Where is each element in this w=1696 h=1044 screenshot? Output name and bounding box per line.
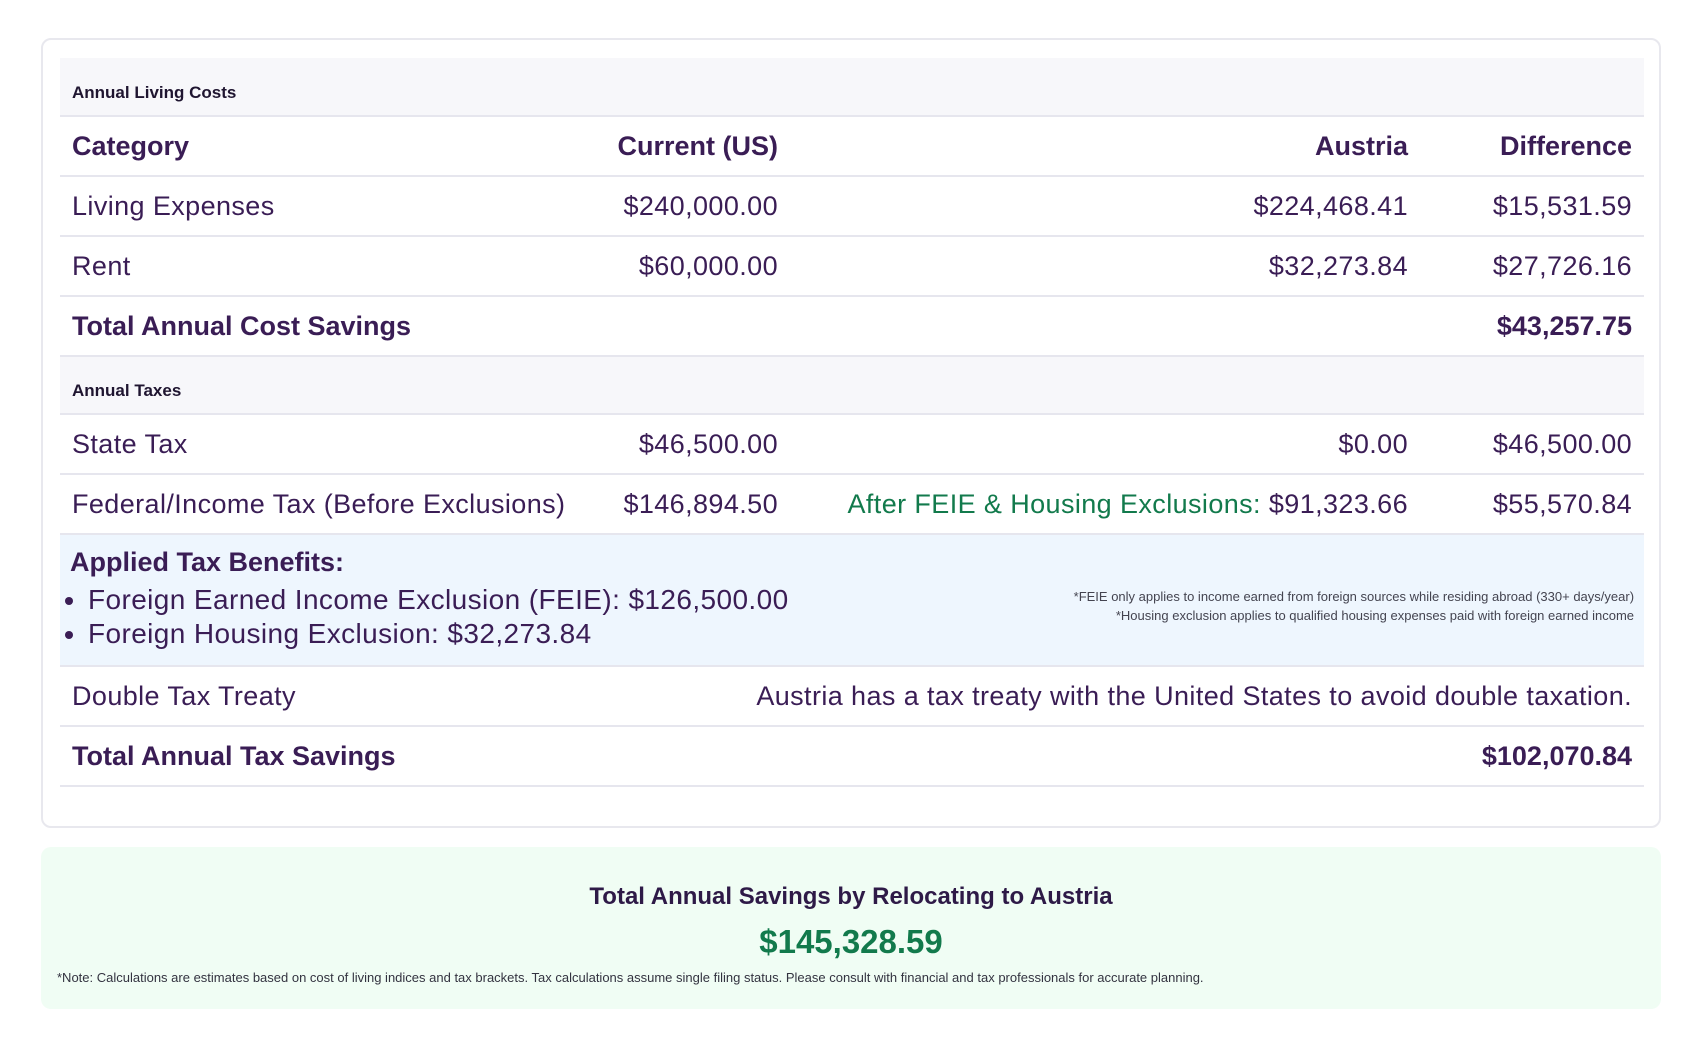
row-difference: $55,570.84 <box>1420 474 1645 535</box>
total-cost-savings-label: Total Annual Cost Savings <box>60 296 1420 357</box>
row-austria: $32,273.84 <box>790 236 1420 297</box>
list-item: Foreign Housing Exclusion: $32,273.84 <box>88 617 789 651</box>
comparison-table: Annual Living Costs Category Current (US… <box>60 58 1645 787</box>
tax-benefits-list: Foreign Earned Income Exclusion (FEIE): … <box>60 583 789 651</box>
row-difference: $15,531.59 <box>1420 176 1645 237</box>
total-tax-savings-label: Total Annual Tax Savings <box>60 726 1420 787</box>
row-austria: $224,468.41 <box>790 176 1420 237</box>
column-header-current: Current (US) <box>590 116 790 177</box>
row-current: $146,894.50 <box>590 474 790 535</box>
row-austria: $0.00 <box>790 414 1420 475</box>
total-tax-savings-row: Total Annual Tax Savings $102,070.84 <box>60 726 1645 787</box>
after-exclusions-label: After FEIE & Housing Exclusions: <box>847 488 1261 519</box>
row-category: Living Expenses <box>60 176 590 237</box>
disclaimer-note: *Note: Calculations are estimates based … <box>57 970 1204 985</box>
table-row: Rent $60,000.00 $32,273.84 $27,726.16 <box>60 236 1645 297</box>
row-category: Rent <box>60 236 590 297</box>
table-row: Federal/Income Tax (Before Exclusions) $… <box>60 474 1645 535</box>
tax-benefits-notes: *FEIE only applies to income earned from… <box>1074 587 1634 625</box>
list-item: Foreign Earned Income Exclusion (FEIE): … <box>88 583 789 617</box>
section-header-living-costs: Annual Living Costs <box>60 58 1645 117</box>
summary-title: Total Annual Savings by Relocating to Au… <box>589 883 1113 910</box>
table-header-row: Category Current (US) Austria Difference <box>60 116 1645 177</box>
row-current: $60,000.00 <box>590 236 790 297</box>
row-category: Double Tax Treaty <box>60 666 590 727</box>
after-exclusions-value: $91,323.66 <box>1268 488 1408 519</box>
housing-note: *Housing exclusion applies to qualified … <box>1115 608 1635 623</box>
table-row: Living Expenses $240,000.00 $224,468.41 … <box>60 176 1645 237</box>
tax-benefits-panel: Applied Tax Benefits: Foreign Earned Inc… <box>60 535 1644 664</box>
feie-note: *FEIE only applies to income earned from… <box>1073 589 1635 604</box>
section-header-taxes: Annual Taxes <box>60 356 1645 415</box>
column-header-difference: Difference <box>1420 116 1645 177</box>
total-cost-savings-value: $43,257.75 <box>1420 296 1645 357</box>
row-austria-after-exclusions: After FEIE & Housing Exclusions: $91,323… <box>790 474 1420 535</box>
row-current: $46,500.00 <box>590 414 790 475</box>
column-header-category: Category <box>60 116 590 177</box>
tax-benefits-cell: Applied Tax Benefits: Foreign Earned Inc… <box>60 534 1645 667</box>
section-title: Annual Taxes <box>60 356 1645 415</box>
row-current: $240,000.00 <box>590 176 790 237</box>
row-difference: $27,726.16 <box>1420 236 1645 297</box>
total-cost-savings-row: Total Annual Cost Savings $43,257.75 <box>60 296 1645 357</box>
table-row: Double Tax Treaty Austria has a tax trea… <box>60 666 1645 727</box>
summary-total-value: $145,328.59 <box>759 923 943 960</box>
treaty-description: Austria has a tax treaty with the United… <box>590 666 1645 727</box>
tax-benefits-row: Applied Tax Benefits: Foreign Earned Inc… <box>60 534 1645 667</box>
section-title: Annual Living Costs <box>60 58 1645 117</box>
row-category: State Tax <box>60 414 590 475</box>
table-row: State Tax $46,500.00 $0.00 $46,500.00 <box>60 414 1645 475</box>
row-category: Federal/Income Tax (Before Exclusions) <box>60 474 590 535</box>
summary-panel: Total Annual Savings by Relocating to Au… <box>41 847 1661 1009</box>
total-tax-savings-value: $102,070.84 <box>1420 726 1645 787</box>
comparison-card: Annual Living Costs Category Current (US… <box>41 38 1661 828</box>
column-header-austria: Austria <box>790 116 1420 177</box>
tax-benefits-title: Applied Tax Benefits: <box>70 547 345 577</box>
row-difference: $46,500.00 <box>1420 414 1645 475</box>
